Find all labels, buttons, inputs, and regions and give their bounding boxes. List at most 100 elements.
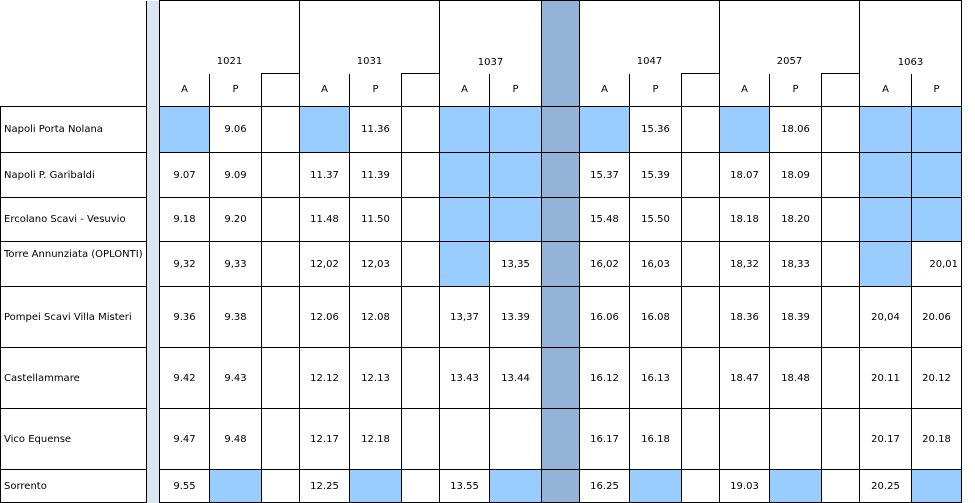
departure-time [629,469,682,503]
arrival-time: 18.07 [719,152,770,198]
spacer-cell [681,73,720,107]
station-name: Vico Equense [0,408,147,470]
arrival-header: A [859,73,912,107]
spacer-cell [821,241,860,287]
table-row: Castellammare 9.42 9.43 12.12 12.13 13.43 13.4… [0,347,962,409]
arrival-header: A [299,73,350,107]
arrival-time: 9,32 [159,241,210,287]
spacer-cell [261,241,300,287]
departure-time [489,197,542,242]
arrival-time: 9.47 [159,408,210,470]
row-strip [146,347,160,409]
arrival-time: 12.06 [299,286,350,348]
table-row: Vico Equense 9.47 9.48 12.17 12.18 16.17 16.18… [0,408,962,470]
arrival-time: 13.43 [439,347,490,409]
arrival-time [439,152,490,198]
spacer-cell [821,106,860,153]
spacer-cell [261,73,300,107]
spacer-cell [681,286,720,348]
separator-column [541,106,580,153]
departure-time: 13.39 [489,286,542,348]
departure-time: 18.39 [769,286,822,348]
departure-time: 20,01 [911,241,962,287]
arrival-time [719,106,770,153]
departure-time: 12,03 [349,241,402,287]
departure-time: 15.39 [629,152,682,198]
table-row: Pompei Scavi Villa Misteri 9.36 9.38 12.06 1… [0,286,962,348]
arrival-time: 16.06 [579,286,630,348]
departure-time: 18.20 [769,197,822,242]
departure-time [489,106,542,153]
arrival-time [859,197,912,242]
arrival-time [299,106,350,153]
arrival-header: A [579,73,630,107]
row-strip [146,241,160,287]
departure-time: 18.06 [769,106,822,153]
departure-time [769,469,822,503]
train-header: 1063 [859,0,962,74]
departure-time: 13,35 [489,241,542,287]
departure-header: P [629,73,682,107]
departure-time: 9.43 [209,347,262,409]
separator-column [541,197,580,242]
departure-time: 15.36 [629,106,682,153]
arrival-time: 16.25 [579,469,630,503]
spacer-cell [821,469,860,503]
arrival-time: 13,37 [439,286,490,348]
arrival-time: 19.03 [719,469,770,503]
arrival-time [719,408,770,470]
spacer-cell [681,469,720,503]
station-name: Castellammare [0,347,147,409]
departure-time [349,469,402,503]
header-strip [146,0,160,107]
station-name: Napoli Porta Nolana [0,106,147,153]
departure-time: 9.48 [209,408,262,470]
separator-column [541,241,580,287]
departure-time: 9.06 [209,106,262,153]
departure-time: 20.06 [911,286,962,348]
train-header: 1021 [159,0,300,74]
arrival-time: 16,02 [579,241,630,287]
arrival-time [859,152,912,198]
arrival-time: 20,04 [859,286,912,348]
table-row: Sorrento 9.55 12.25 13.55 16.25 19.03 20.25 [0,469,962,503]
departure-time: 9.20 [209,197,262,242]
departure-header: P [209,73,262,107]
station-name: Pompei Scavi Villa Misteri [0,286,147,348]
spacer-cell [821,197,860,242]
corner-cell [1,1,147,107]
arrival-time [579,106,630,153]
spacer-cell [261,408,300,470]
arrival-time: 18,32 [719,241,770,287]
departure-time: 18.48 [769,347,822,409]
arrival-time [439,241,490,287]
row-strip [146,106,160,153]
spacer-cell [401,73,440,107]
departure-time [489,408,542,470]
row-strip [146,152,160,198]
spacer-cell [261,152,300,198]
departure-time: 13.44 [489,347,542,409]
spacer-cell [821,152,860,198]
arrival-time: 18.36 [719,286,770,348]
spacer-cell [261,106,300,153]
departure-time: 12.08 [349,286,402,348]
row-strip [146,469,160,503]
arrival-time [859,241,912,287]
arrival-time [439,408,490,470]
table-row: Ercolano Scavi - Vesuvio 9.18 9.20 11.48 11.… [0,197,962,242]
departure-time: 9.09 [209,152,262,198]
departure-header: P [911,73,962,107]
departure-time [911,152,962,198]
spacer-cell [401,241,440,287]
spacer-cell [821,347,860,409]
spacer-cell [401,197,440,242]
train-header: 2057 [719,0,860,74]
arrival-time [439,106,490,153]
departure-time: 20.18 [911,408,962,470]
departure-time: 12.13 [349,347,402,409]
arrival-time [159,106,210,153]
arrival-time: 11.37 [299,152,350,198]
arrival-time: 13.55 [439,469,490,503]
station-name: Sorrento [0,469,147,503]
